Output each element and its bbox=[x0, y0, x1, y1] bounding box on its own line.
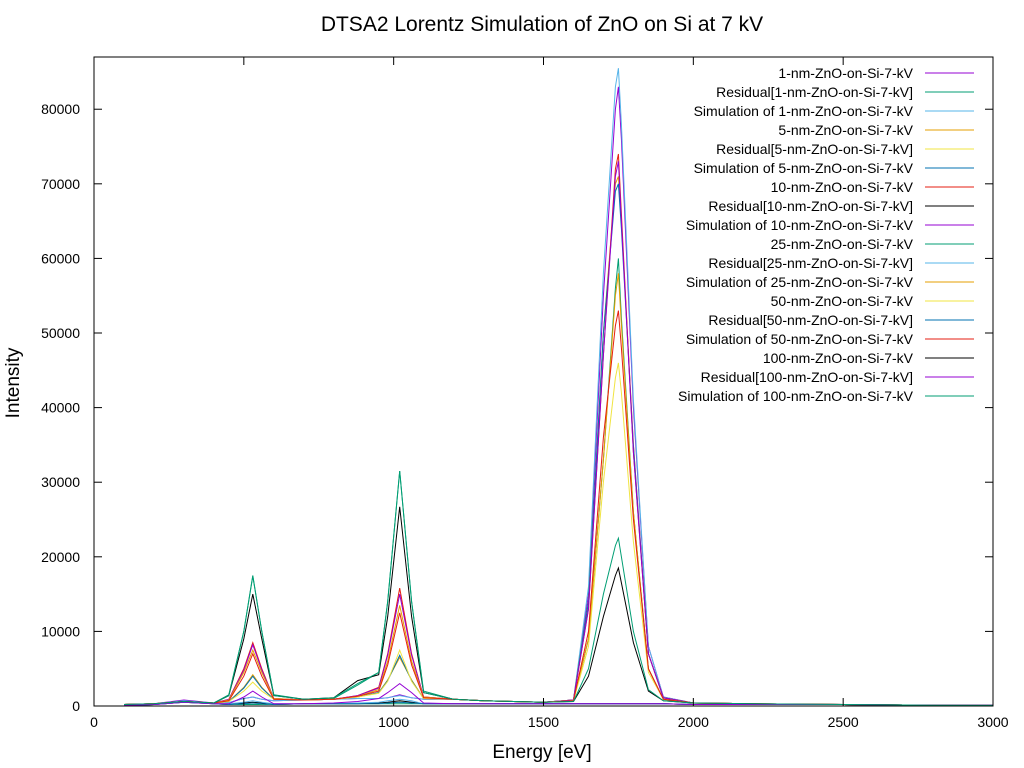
legend-label: Simulation of 50-nm-ZnO-on-Si-7-kV bbox=[686, 331, 914, 347]
x-tick-label: 2000 bbox=[678, 714, 709, 730]
x-tick-label: 500 bbox=[232, 714, 256, 730]
x-tick-label: 0 bbox=[90, 714, 98, 730]
y-tick-label: 60000 bbox=[41, 250, 80, 266]
chart-title: DTSA2 Lorentz Simulation of ZnO on Si at… bbox=[321, 13, 763, 36]
x-axis-title: Energy [eV] bbox=[492, 742, 591, 763]
series-layer bbox=[123, 68, 994, 706]
x-tick-label: 1000 bbox=[378, 714, 409, 730]
legend-label: Simulation of 10-nm-ZnO-on-Si-7-kV bbox=[686, 217, 914, 233]
legend-label: Residual[25-nm-ZnO-on-Si-7-kV] bbox=[708, 255, 913, 271]
legend-label: Residual[10-nm-ZnO-on-Si-7-kV] bbox=[708, 198, 913, 214]
y-axis-title: Intensity bbox=[3, 347, 24, 418]
legend-label: 5-nm-ZnO-on-Si-7-kV bbox=[778, 122, 913, 138]
legend-label: 25-nm-ZnO-on-Si-7-kV bbox=[771, 236, 914, 252]
y-tick-label: 80000 bbox=[41, 101, 80, 117]
legend-label: 1-nm-ZnO-on-Si-7-kV bbox=[778, 65, 913, 81]
ticks-layer: 0 500 1000 1500 2000 2500 30000100002000030000… bbox=[41, 57, 1009, 730]
y-tick-label: 70000 bbox=[41, 176, 80, 192]
y-tick-label: 50000 bbox=[41, 325, 80, 341]
legend-label: 100-nm-ZnO-on-Si-7-kV bbox=[763, 350, 914, 366]
x-tick-label: 1500 bbox=[528, 714, 559, 730]
x-tick-label: 2500 bbox=[828, 714, 859, 730]
series-line-18 bbox=[123, 470, 994, 706]
series-line-17 bbox=[123, 682, 993, 706]
legend-label: Simulation of 1-nm-ZnO-on-Si-7-kV bbox=[694, 103, 914, 119]
legend-label: Residual[1-nm-ZnO-on-Si-7-kV] bbox=[716, 84, 913, 100]
legend-label: Simulation of 25-nm-ZnO-on-Si-7-kV bbox=[686, 274, 914, 290]
legend-label: Residual[5-nm-ZnO-on-Si-7-kV] bbox=[716, 141, 913, 157]
y-tick-label: 20000 bbox=[41, 549, 80, 565]
y-tick-label: 10000 bbox=[41, 623, 80, 639]
legend-label: Residual[100-nm-ZnO-on-Si-7-kV] bbox=[701, 369, 913, 385]
y-tick-label: 0 bbox=[72, 698, 80, 714]
legend-label: 50-nm-ZnO-on-Si-7-kV bbox=[771, 293, 914, 309]
y-tick-label: 40000 bbox=[41, 400, 80, 416]
legend-label: Simulation of 5-nm-ZnO-on-Si-7-kV bbox=[694, 160, 914, 176]
y-tick-label: 30000 bbox=[41, 474, 80, 490]
legend-label: Residual[50-nm-ZnO-on-Si-7-kV] bbox=[708, 312, 913, 328]
legend-label: 10-nm-ZnO-on-Si-7-kV bbox=[771, 179, 914, 195]
legend-label: Simulation of 100-nm-ZnO-on-Si-7-kV bbox=[678, 388, 914, 404]
x-tick-label: 3000 bbox=[977, 714, 1008, 730]
series-line-16 bbox=[123, 506, 994, 706]
legend: 1-nm-ZnO-on-Si-7-kV Residual[1-nm-ZnO-on-… bbox=[678, 65, 974, 404]
